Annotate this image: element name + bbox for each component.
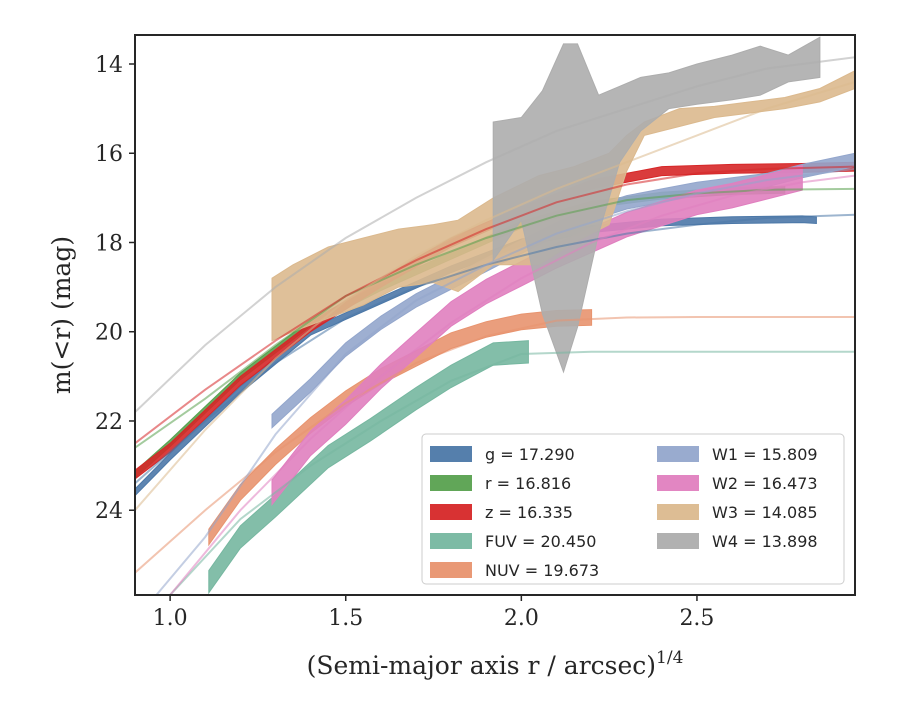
legend-label-w1: W1 = 15.809: [712, 445, 818, 464]
data-band-w4: [492, 36, 821, 374]
legend-label-w2: W2 = 16.473: [712, 474, 818, 493]
y-tick-label: 14: [95, 53, 123, 78]
x-axis-ticks: 1.0 1.5 2.0 2.5: [153, 595, 714, 631]
legend-swatch-fuv: [430, 533, 472, 549]
model-curve-w1: [155, 167, 855, 595]
x-tick-label: 2.0: [504, 606, 539, 631]
data-band-fuv: [208, 340, 529, 595]
y-tick-label: 16: [95, 142, 123, 167]
model-curve-w2: [169, 174, 855, 595]
plot-frame: [134, 34, 856, 596]
y-tick-label: 18: [95, 231, 123, 256]
legend-label-nuv: NUV = 19.673: [485, 561, 599, 580]
y-tick-label: 20: [95, 321, 123, 346]
model-curve-w3: [135, 80, 855, 511]
x-tick-label: 1.0: [153, 606, 188, 631]
y-tick-label: 22: [95, 410, 123, 435]
legend-label-r: r = 16.816: [485, 474, 571, 493]
legend-label-g: g = 17.290: [485, 445, 575, 464]
model-curve-fuv: [168, 350, 855, 595]
legend-swatch-g: [430, 446, 472, 462]
legend-swatch-w1: [657, 446, 699, 462]
legend-label-fuv: FUV = 20.450: [485, 532, 596, 551]
legend-swatch-w2: [657, 475, 699, 491]
legend-label-w3: W3 = 14.085: [712, 503, 818, 522]
legend-swatch-z: [430, 504, 472, 520]
x-tick-label: 1.5: [328, 606, 363, 631]
x-tick-label: 2.5: [679, 606, 714, 631]
y-axis-label: m(<r) (mag): [47, 236, 76, 394]
legend-swatch-r: [430, 475, 472, 491]
legend-box: [421, 433, 845, 585]
y-axis-ticks: 14 16 18 20 22 24: [95, 53, 135, 524]
data-band-g: [135, 215, 817, 497]
y-tick-label: 24: [95, 499, 123, 524]
legend-label-w4: W4 = 13.898: [712, 532, 818, 551]
legend: g = 17.290 r = 16.816 z = 16.335 FUV = 20.4…: [421, 433, 845, 585]
x-axis-label: (Semi-major axis r / arcsec)1/4: [307, 648, 684, 680]
legend-swatch-w4: [657, 533, 699, 549]
model-curve-z: [135, 165, 855, 445]
model-curve-nuv: [135, 316, 855, 574]
model-curve-w4: [135, 56, 855, 413]
model-curves: [135, 56, 855, 595]
legend-label-z: z = 16.335: [485, 503, 573, 522]
legend-swatch-w3: [657, 504, 699, 520]
legend-swatch-nuv: [430, 562, 472, 578]
model-curve-r: [135, 187, 855, 449]
